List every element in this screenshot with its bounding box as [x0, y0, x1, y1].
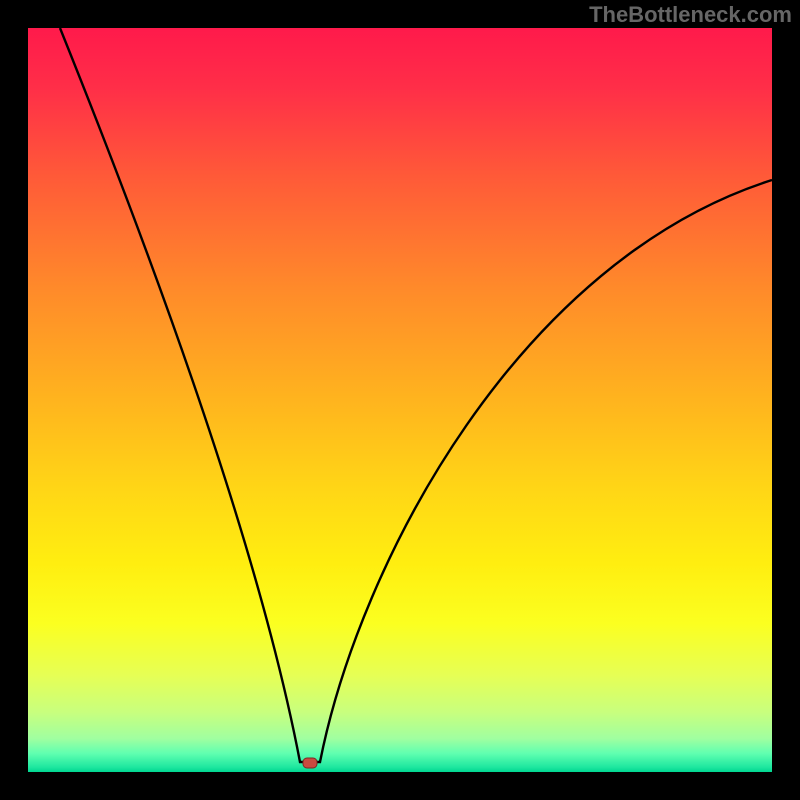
plot-background [28, 28, 772, 772]
chart-frame: { "watermark": { "text": "TheBottleneck.… [0, 0, 800, 800]
watermark-text: TheBottleneck.com [589, 2, 792, 28]
chart-svg [0, 0, 800, 800]
optimum-marker [303, 758, 317, 768]
